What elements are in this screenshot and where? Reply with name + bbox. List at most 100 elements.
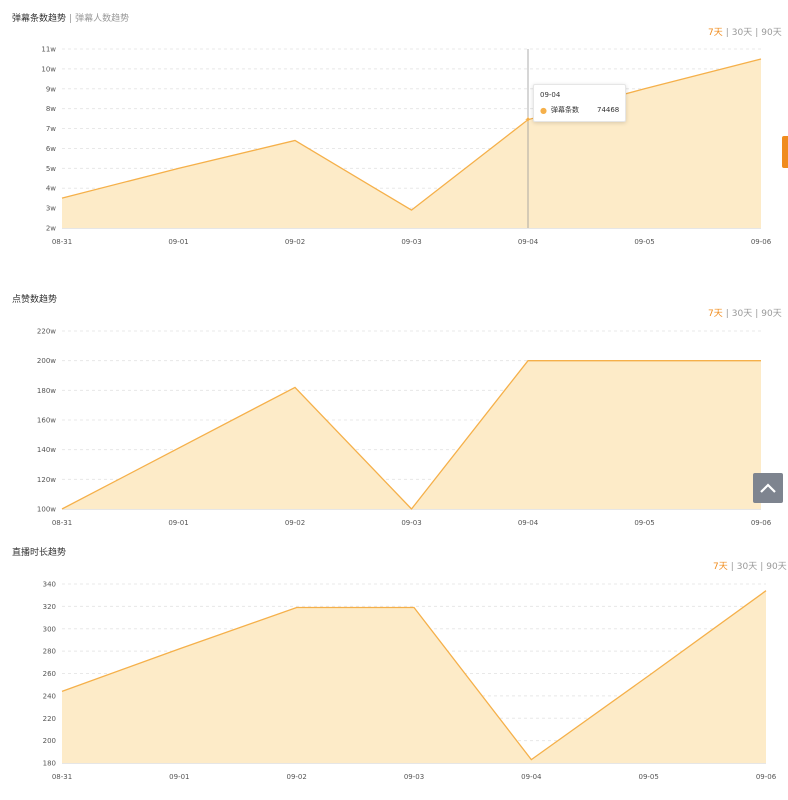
series-dot-icon: ● — [540, 105, 547, 115]
range-selector: 7天 | 30天 | 90天 — [713, 559, 787, 572]
y-tick-label: 5w — [46, 165, 56, 173]
range-7d[interactable]: 7天 — [708, 309, 723, 319]
range-90d[interactable]: 90天 — [761, 309, 782, 319]
x-tick-label: 09-05 — [638, 773, 658, 781]
title-separator: | — [69, 14, 73, 24]
data-point[interactable] — [647, 674, 651, 678]
danmaku-count-chart[interactable]: 2w 3w 4w 5w 6w 7w 8w 9w 10w 11w 08-31 09-01 09-02 09-… — [0, 0, 788, 260]
range-90d[interactable]: 90天 — [766, 562, 787, 572]
data-point[interactable] — [526, 359, 530, 363]
y-tick-label: 4w — [46, 185, 56, 193]
y-tick-label: 180 — [43, 760, 56, 768]
y-tick-label: 340 — [43, 581, 56, 589]
x-tick-label: 09-02 — [285, 238, 305, 246]
tab-danmaku-users[interactable]: 弹幕人数趋势 — [75, 14, 130, 24]
y-tick-label: 160w — [37, 417, 56, 425]
y-tick-label: 7w — [46, 125, 56, 133]
series-area — [62, 58, 761, 228]
y-tick-label: 220 — [43, 715, 56, 723]
y-tick-label: 180w — [37, 387, 56, 395]
series-area — [62, 590, 766, 763]
x-tick-label: 09-06 — [751, 238, 772, 246]
x-tick-label: 09-05 — [634, 519, 654, 527]
range-30d[interactable]: 30天 — [731, 309, 753, 319]
y-tick-label: 300 — [43, 625, 56, 633]
y-tick-label: 8w — [46, 105, 56, 113]
x-tick-label: 09-04 — [521, 773, 542, 781]
y-tick-label: 9w — [46, 85, 56, 93]
data-point[interactable] — [529, 758, 533, 762]
tab-danmaku-count[interactable]: 弹幕条数趋势 — [12, 14, 67, 24]
y-tick-label: 2w — [46, 225, 56, 233]
x-tick-label: 09-01 — [169, 773, 189, 781]
y-tick-label: 100w — [37, 506, 56, 514]
x-tick-label: 09-02 — [286, 773, 306, 781]
tooltip-date: 09-04 — [540, 91, 561, 99]
back-to-top-button[interactable] — [753, 473, 783, 503]
hover-point-marker: ✦ — [524, 116, 532, 126]
range-7d[interactable]: 7天 — [713, 562, 728, 572]
y-tick-label: 11w — [41, 46, 56, 54]
x-tick-label: 08-31 — [52, 773, 72, 781]
x-tick-label: 09-02 — [285, 519, 305, 527]
y-tick-label: 320 — [43, 603, 56, 611]
series-area — [62, 360, 761, 509]
y-tick-label: 280 — [43, 648, 56, 656]
data-point[interactable] — [293, 385, 297, 389]
likes-chart[interactable]: 100w 120w 140w 160w 180w 200w 220w 08-31 09-01 09… — [0, 0, 788, 528]
x-tick-label: 09-03 — [404, 773, 424, 781]
range-30d[interactable]: 30天 — [736, 562, 758, 572]
panel-title: 弹幕条数趋势 | 弹幕人数趋势 — [12, 11, 129, 24]
x-tick-label: 09-01 — [168, 238, 188, 246]
y-tick-label: 120w — [37, 476, 56, 484]
y-tick-label: 200 — [43, 737, 56, 745]
data-point[interactable] — [764, 589, 768, 593]
data-point[interactable] — [759, 359, 763, 363]
range-separator: | — [755, 28, 759, 38]
range-separator: | — [730, 562, 734, 572]
series-line — [61, 590, 767, 761]
data-point[interactable] — [295, 605, 299, 609]
chart-tooltip: 09-04 ● 弹幕条数 74468 — [533, 84, 627, 122]
y-tick-label: 200w — [37, 357, 56, 365]
y-tick-label: 6w — [46, 145, 56, 153]
data-point[interactable] — [177, 446, 181, 450]
data-point[interactable] — [60, 689, 64, 693]
panel-title: 直播时长趋势 — [12, 548, 67, 558]
x-tick-label: 08-31 — [52, 519, 72, 527]
range-7d[interactable]: 7天 — [708, 28, 723, 38]
range-separator: | — [725, 28, 729, 38]
x-tick-label: 09-04 — [518, 519, 539, 527]
x-tick-label: 09-06 — [756, 773, 777, 781]
data-point[interactable] — [60, 507, 64, 511]
y-tick-label: 3w — [46, 205, 56, 213]
chevron-up-icon — [760, 483, 776, 493]
series-line — [61, 58, 762, 211]
x-tick-label: 09-06 — [751, 519, 772, 527]
x-tick-label: 09-03 — [401, 238, 421, 246]
range-selector: 7天 | 30天 | 90天 — [708, 306, 782, 319]
data-point[interactable] — [177, 647, 181, 651]
y-tick-label: 240 — [43, 692, 56, 700]
data-point[interactable] — [412, 605, 416, 609]
x-tick-label: 09-01 — [168, 519, 188, 527]
data-point[interactable] — [643, 359, 647, 363]
x-tick-label: 09-04 — [518, 238, 539, 246]
range-separator: | — [755, 309, 759, 319]
range-separator: | — [725, 309, 729, 319]
x-tick-label: 09-03 — [401, 519, 421, 527]
feedback-tab[interactable] — [782, 136, 788, 168]
tooltip-value: 74468 — [596, 106, 620, 114]
range-90d[interactable]: 90天 — [761, 28, 782, 38]
x-tick-label: 09-05 — [634, 238, 654, 246]
panel-title: 点赞数趋势 — [12, 295, 58, 305]
data-point[interactable] — [410, 507, 414, 511]
x-tick-label: 08-31 — [52, 238, 72, 246]
range-selector: 7天 | 30天 | 90天 — [708, 25, 782, 38]
tooltip-row: ● 弹幕条数 74468 — [540, 105, 619, 115]
y-tick-label: 10w — [41, 65, 56, 73]
live-duration-chart[interactable]: 180 200 220 240 260 280 300 320 340 08-31 09-01 09-… — [0, 0, 788, 782]
series-line — [61, 360, 761, 510]
range-30d[interactable]: 30天 — [731, 28, 753, 38]
y-tick-label: 260 — [43, 670, 56, 678]
